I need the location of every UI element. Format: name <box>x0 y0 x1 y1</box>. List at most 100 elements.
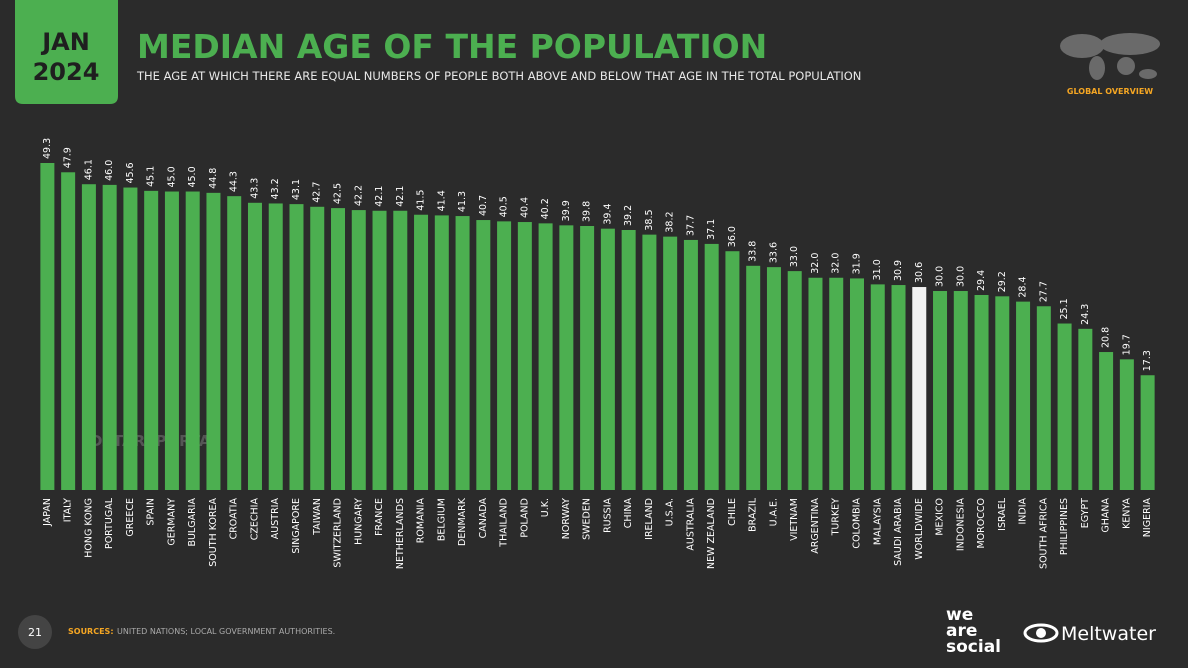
value-label: 31.9 <box>851 253 862 274</box>
x-tick-label: COLOMBIA <box>851 498 862 549</box>
bar <box>414 214 429 490</box>
x-tick-label: CANADA <box>478 498 489 539</box>
value-label: 30.9 <box>893 260 904 281</box>
value-label: 25.1 <box>1059 298 1070 319</box>
x-tick-label: PHILIPPINES <box>1059 498 1070 555</box>
x-tick-label: BRAZIL <box>748 497 759 532</box>
value-label: 42.7 <box>312 182 323 203</box>
value-label: 42.2 <box>353 185 364 206</box>
x-tick-label: SPAIN <box>146 498 157 526</box>
value-label: 30.0 <box>955 266 966 287</box>
x-tick-label: ARGENTINA <box>810 498 821 554</box>
value-label: 46.0 <box>104 160 115 181</box>
x-tick-label: INDIA <box>1018 498 1029 525</box>
x-tick-label: NORWAY <box>561 498 572 539</box>
bar <box>102 184 117 491</box>
sources: UNITED NATIONS; LOCAL GOVERNMENT AUTHORI… <box>117 627 335 636</box>
bar <box>808 277 823 490</box>
brand-word: social <box>946 637 1001 657</box>
x-tick-label: BULGARIA <box>187 498 198 547</box>
value-label: 44.3 <box>229 171 240 192</box>
x-tick-label: POLAND <box>519 498 530 538</box>
bar <box>1119 359 1134 490</box>
value-label: 40.2 <box>540 198 551 219</box>
bar <box>1078 328 1093 490</box>
value-label: 29.2 <box>997 271 1008 292</box>
value-label: 43.1 <box>291 179 302 200</box>
x-tick-label: AUSTRIA <box>270 497 281 539</box>
badge-month: JAN <box>40 28 90 56</box>
x-tick-label: INDONESIA <box>955 497 966 551</box>
x-tick-label: PORTUGAL <box>104 497 115 549</box>
x-tick-label: WORLDWIDE <box>914 498 925 560</box>
x-tick-label: JAPAN <box>42 498 53 527</box>
value-label: 43.2 <box>270 178 281 199</box>
bar <box>1140 375 1155 490</box>
bar <box>185 191 200 490</box>
bar <box>642 234 657 490</box>
bar <box>476 220 491 490</box>
bar <box>1057 323 1072 490</box>
x-tick-label: CHILE <box>727 498 738 526</box>
bar <box>600 228 615 490</box>
bar <box>1016 301 1031 490</box>
bar <box>289 204 304 491</box>
value-label: 20.8 <box>1101 327 1112 348</box>
x-tick-label: SWEDEN <box>582 498 593 540</box>
value-label: 38.2 <box>665 211 676 232</box>
value-label: 41.3 <box>457 191 468 212</box>
value-label: 43.3 <box>249 178 260 199</box>
value-label: 33.6 <box>768 242 779 263</box>
x-tick-label: SAUDI ARABIA <box>893 498 904 566</box>
value-label: 30.6 <box>914 262 925 283</box>
brand-word: we <box>946 605 973 625</box>
bar <box>766 267 781 490</box>
value-label: 41.5 <box>416 190 427 211</box>
value-label: 41.4 <box>436 190 447 211</box>
bar <box>559 225 574 490</box>
value-label: 39.9 <box>561 200 572 221</box>
bar <box>891 285 906 490</box>
x-tick-label: DENMARK <box>457 497 468 546</box>
bar <box>663 236 678 490</box>
bar <box>725 251 740 490</box>
value-label: 40.5 <box>499 196 510 217</box>
x-tick-label: THAILAND <box>499 498 510 548</box>
page-circle <box>18 615 52 649</box>
value-label: 30.0 <box>935 266 946 287</box>
x-tick-label: U.A.E. <box>768 498 779 526</box>
value-label: 29.4 <box>976 270 987 291</box>
bar <box>40 163 55 490</box>
x-tick-label: MEXICO <box>935 498 946 536</box>
x-tick-label: CHINA <box>623 498 634 529</box>
x-tick-label: ITALY <box>63 498 74 522</box>
bar <box>933 291 948 490</box>
x-tick-label: EGYPT <box>1080 498 1091 528</box>
value-label: 42.5 <box>333 183 344 204</box>
x-tick-label: NETHERLANDS <box>395 498 406 569</box>
x-tick-label: TAIWAN <box>312 498 323 536</box>
value-label: 49.3 <box>42 138 53 159</box>
bar <box>351 210 366 490</box>
x-tick-label: U.K. <box>540 498 551 517</box>
brand-word: are <box>946 621 977 641</box>
value-label: 39.8 <box>582 201 593 222</box>
x-tick-label: ISRAEL <box>997 497 1008 531</box>
value-label: 33.0 <box>789 246 800 267</box>
value-label: 42.1 <box>374 186 385 207</box>
x-tick-label: GREECE <box>125 498 136 537</box>
value-label: 42.1 <box>395 186 406 207</box>
bar <box>746 265 761 490</box>
bar <box>206 192 221 490</box>
bar <box>912 287 927 490</box>
x-tick-label: AUSTRALIA <box>685 497 696 550</box>
value-label: 45.1 <box>146 166 157 187</box>
x-tick-label: IRELAND <box>644 498 655 540</box>
bar <box>123 187 138 491</box>
brand-2: Meltwater <box>1061 623 1156 645</box>
value-label: 39.4 <box>602 204 613 225</box>
x-tick-label: BELGIUM <box>436 498 447 541</box>
x-tick-label: SOUTH KOREA <box>208 498 219 567</box>
bar <box>787 271 802 490</box>
value-label: 47.9 <box>63 147 74 168</box>
